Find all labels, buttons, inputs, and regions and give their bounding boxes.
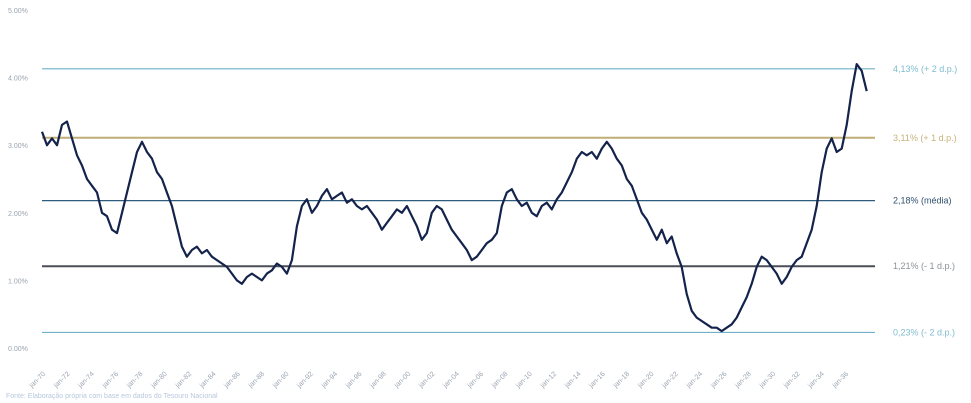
band-label: 1,21% (- 1 d.p.) (893, 261, 955, 271)
x-tick-label: jan-22 (660, 371, 679, 390)
x-axis-ticks: jan-70 jan-72 jan-74 jan-76 jan-78 jan-80 jan-… (28, 371, 850, 390)
x-tick-label: jan-12 (539, 371, 558, 390)
x-tick-label: jan-04 (441, 371, 460, 390)
source-note: Fonte: Elaboração própria com base em da… (6, 393, 218, 400)
y-tick-label: 2.00% (8, 211, 28, 218)
x-tick-label: jan-94 (320, 371, 339, 390)
band-label: 0,23% (- 2 d.p.) (893, 327, 955, 337)
x-tick-label: jan-84 (198, 371, 217, 390)
y-tick-label: 3.00% (8, 143, 28, 150)
x-tick-label: jan-30 (758, 371, 777, 390)
x-tick-label: jan-70 (28, 371, 47, 390)
x-tick-label: jan-96 (344, 371, 363, 390)
x-tick-label: jan-82 (174, 371, 193, 390)
x-tick-label: jan-24 (685, 371, 704, 390)
x-tick-label: jan-34 (806, 371, 825, 390)
x-tick-label: jan-76 (101, 371, 120, 390)
x-tick-label: jan-78 (125, 371, 144, 390)
reference-bands (42, 68, 875, 334)
x-tick-label: jan-98 (368, 371, 387, 390)
x-tick-label: jan-28 (733, 371, 752, 390)
x-tick-label: jan-16 (587, 371, 606, 390)
x-tick-label: jan-80 (149, 371, 168, 390)
x-tick-label: jan-02 (417, 371, 436, 390)
series-line (40, 62, 868, 333)
x-tick-label: jan-74 (76, 371, 95, 390)
x-tick-label: jan-92 (295, 371, 314, 390)
y-tick-label: 0.00% (8, 346, 28, 353)
band-label: 4,13% (+ 2 d.p.) (893, 64, 957, 74)
x-tick-label: jan-88 (247, 371, 266, 390)
x-tick-label: jan-18 (612, 371, 631, 390)
y-axis-ticks: 0.00% 1.00% 2.00% 3.00% 4.00% 5.00% (8, 8, 28, 353)
x-tick-label: jan-32 (782, 371, 801, 390)
x-tick-label: jan-72 (52, 371, 71, 390)
x-tick-label: jan-14 (563, 371, 582, 390)
band-label: 2,18% (média) (893, 196, 952, 206)
band-labels: 4,13% (+ 2 d.p.) 3,11% (+ 1 d.p.) 2,18% (m… (893, 64, 957, 338)
y-tick-label: 5.00% (8, 8, 28, 15)
x-tick-label: jan-10 (514, 371, 533, 390)
x-tick-label: jan-00 (393, 371, 412, 390)
y-tick-label: 1.00% (8, 278, 28, 285)
x-tick-label: jan-90 (271, 371, 290, 390)
x-tick-label: jan-36 (831, 371, 850, 390)
x-tick-label: jan-20 (636, 371, 655, 390)
x-tick-label: jan-26 (709, 371, 728, 390)
y-tick-label: 4.00% (8, 76, 28, 83)
band-label: 3,11% (+ 1 d.p.) (893, 133, 957, 143)
x-tick-label: jan-08 (490, 371, 509, 390)
x-tick-label: jan-06 (466, 371, 485, 390)
x-tick-label: jan-86 (222, 371, 241, 390)
